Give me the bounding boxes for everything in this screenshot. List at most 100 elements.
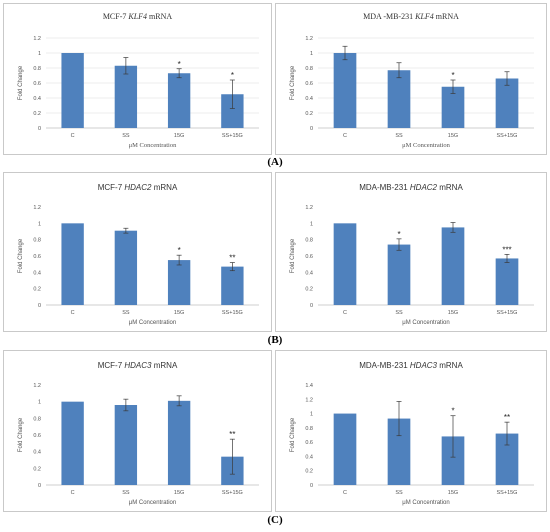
y-tick-label: 1.2 [305, 36, 313, 42]
y-tick-label: 1.2 [33, 205, 41, 211]
bar [387, 244, 411, 305]
row-label-b: (B) [267, 334, 283, 346]
y-tick-label: 1.2 [305, 205, 313, 211]
x-tick-label: SS [122, 490, 130, 496]
y-axis-label: Fold Change [290, 238, 296, 273]
bar-chart: 0 0.2 0.4 0.6 0.8 1 1.2 C SS * 15G ** SS+15G μM Conce… [18, 205, 259, 326]
chart-title: MCF-7 KLF4 mRNA [102, 12, 173, 21]
x-tick-label: SS+15G [497, 133, 518, 139]
x-tick-label: 15G [174, 310, 184, 316]
chart-title: MDA-MB-231 HDAC2 mRNA [359, 183, 463, 192]
bar [333, 413, 357, 485]
x-tick-label: 15G [174, 490, 184, 496]
significance-marker: ** [229, 254, 235, 263]
significance-marker: ** [229, 430, 235, 439]
y-tick-label: 1 [310, 221, 313, 227]
x-tick-label: SS+15G [222, 310, 243, 316]
bar-chart: 0 0.2 0.4 0.6 0.8 1 1.2 C SS * 15G SS+15G μM Concent… [290, 36, 534, 149]
y-tick-label: 0.2 [305, 287, 313, 293]
x-axis-label: μM Concentration [402, 500, 449, 506]
chart-panel-mda-hdac3: MDA-MB-231 HDAC3 mRNA 0 0.2 0.4 0.6 0.8 1 1.2 1… [275, 350, 547, 512]
y-tick-label: 0.4 [305, 454, 313, 460]
bar [221, 266, 244, 305]
bar-chart: 0 0.2 0.4 0.6 0.8 1 1.2 C * SS 15G *** SS+15G μM Conc… [290, 205, 534, 326]
bar-chart: 0 0.2 0.4 0.6 0.8 1 1.2 1.4 C SS * 15G ** SS+15G μM Co… [290, 383, 534, 506]
x-tick-label: 15G [448, 490, 458, 496]
y-tick-label: 0 [38, 303, 41, 309]
x-tick-label: C [343, 133, 347, 139]
bar [387, 418, 411, 485]
x-tick-label: C [343, 490, 347, 496]
x-tick-label: SS+15G [497, 310, 518, 316]
chart-title: MCF-7 HDAC2 mRNA [97, 183, 178, 192]
y-tick-label: 0 [38, 126, 41, 132]
significance-marker: * [231, 71, 234, 80]
bar [495, 258, 519, 305]
bar [61, 53, 84, 128]
y-tick-label: 0.6 [305, 440, 313, 446]
x-tick-label: SS [395, 490, 403, 496]
bar [114, 65, 138, 128]
y-tick-label: 0.8 [33, 66, 41, 72]
x-tick-label: C [343, 310, 347, 316]
y-tick-label: 0.8 [305, 66, 313, 72]
y-tick-label: 1 [310, 51, 313, 57]
chart-title: MCF-7 HDAC3 mRNA [97, 361, 178, 370]
x-tick-label: 15G [174, 133, 184, 139]
significance-marker: * [451, 71, 454, 80]
x-tick-label: SS+15G [222, 490, 243, 496]
x-tick-label: SS [395, 133, 403, 139]
y-tick-label: 1 [38, 221, 41, 227]
significance-marker: * [178, 60, 181, 69]
y-tick-label: 0.4 [305, 96, 313, 102]
x-tick-label: SS+15G [222, 133, 243, 139]
y-tick-label: 0.6 [305, 81, 313, 87]
bar [441, 227, 465, 305]
bar [221, 94, 244, 128]
y-tick-label: 0.2 [33, 466, 41, 472]
y-tick-label: 0.2 [305, 111, 313, 117]
bar [167, 400, 191, 485]
y-tick-label: 0.4 [33, 96, 41, 102]
y-tick-label: 0.8 [33, 416, 41, 422]
y-tick-label: 0.8 [33, 238, 41, 244]
significance-marker: * [178, 246, 181, 255]
significance-marker: *** [502, 245, 511, 254]
y-tick-label: 0 [38, 483, 41, 489]
bar [167, 260, 191, 305]
bar-chart: 0 0.2 0.4 0.6 0.8 1 1.2 C SS 15G ** SS+15G μM Concen… [18, 383, 259, 506]
bar [114, 405, 138, 485]
x-tick-label: 15G [448, 133, 458, 139]
bar [61, 401, 84, 485]
y-tick-label: 0.4 [33, 450, 41, 456]
y-tick-label: 0 [310, 126, 313, 132]
y-tick-label: 0.6 [33, 81, 41, 87]
y-axis-label: Fold Change [290, 65, 296, 100]
chart-panel-mda-hdac2: MDA-MB-231 HDAC2 mRNA 0 0.2 0.4 0.6 0.8 1 1.2 C… [275, 172, 547, 332]
y-tick-label: 0 [310, 303, 313, 309]
x-tick-label: C [71, 133, 75, 139]
row-label-a: (A) [267, 156, 283, 168]
x-tick-label: SS+15G [497, 490, 518, 496]
bar [333, 223, 357, 305]
y-tick-label: 1 [38, 400, 41, 406]
bar [333, 53, 357, 128]
bar [441, 436, 465, 485]
chart-panel-mcf7-klf4: MCF-7 KLF4 mRNA 0 0.2 0.4 0.6 0.8 1 1.2 C SS * 15G… [3, 3, 272, 155]
y-tick-label: 1.4 [305, 383, 313, 389]
y-axis-label: Fold Change [290, 417, 296, 452]
chart-panel-mda-klf4: MDA -MB-231 KLF4 mRNA 0 0.2 0.4 0.6 0.8 1 1.2 C… [275, 3, 547, 155]
chart-title: MDA-MB-231 HDAC3 mRNA [359, 361, 463, 370]
chart-panel-mcf7-hdac2: MCF-7 HDAC2 mRNA 0 0.2 0.4 0.6 0.8 1 1.2 C SS * 15… [3, 172, 272, 332]
y-tick-label: 0.2 [33, 287, 41, 293]
x-axis-label: μM Concentration [402, 142, 450, 149]
y-axis-label: Fold Change [18, 238, 24, 273]
bar [495, 78, 519, 128]
x-tick-label: C [71, 310, 75, 316]
y-tick-label: 0.2 [33, 111, 41, 117]
significance-marker: ** [504, 413, 510, 422]
bar [61, 223, 84, 305]
y-tick-label: 0.8 [305, 426, 313, 432]
y-tick-label: 1 [38, 51, 41, 57]
y-tick-label: 1.2 [305, 397, 313, 403]
